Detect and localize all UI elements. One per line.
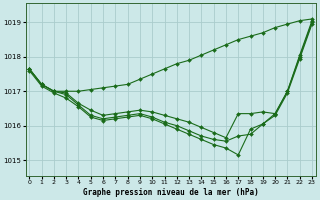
X-axis label: Graphe pression niveau de la mer (hPa): Graphe pression niveau de la mer (hPa) bbox=[83, 188, 259, 197]
